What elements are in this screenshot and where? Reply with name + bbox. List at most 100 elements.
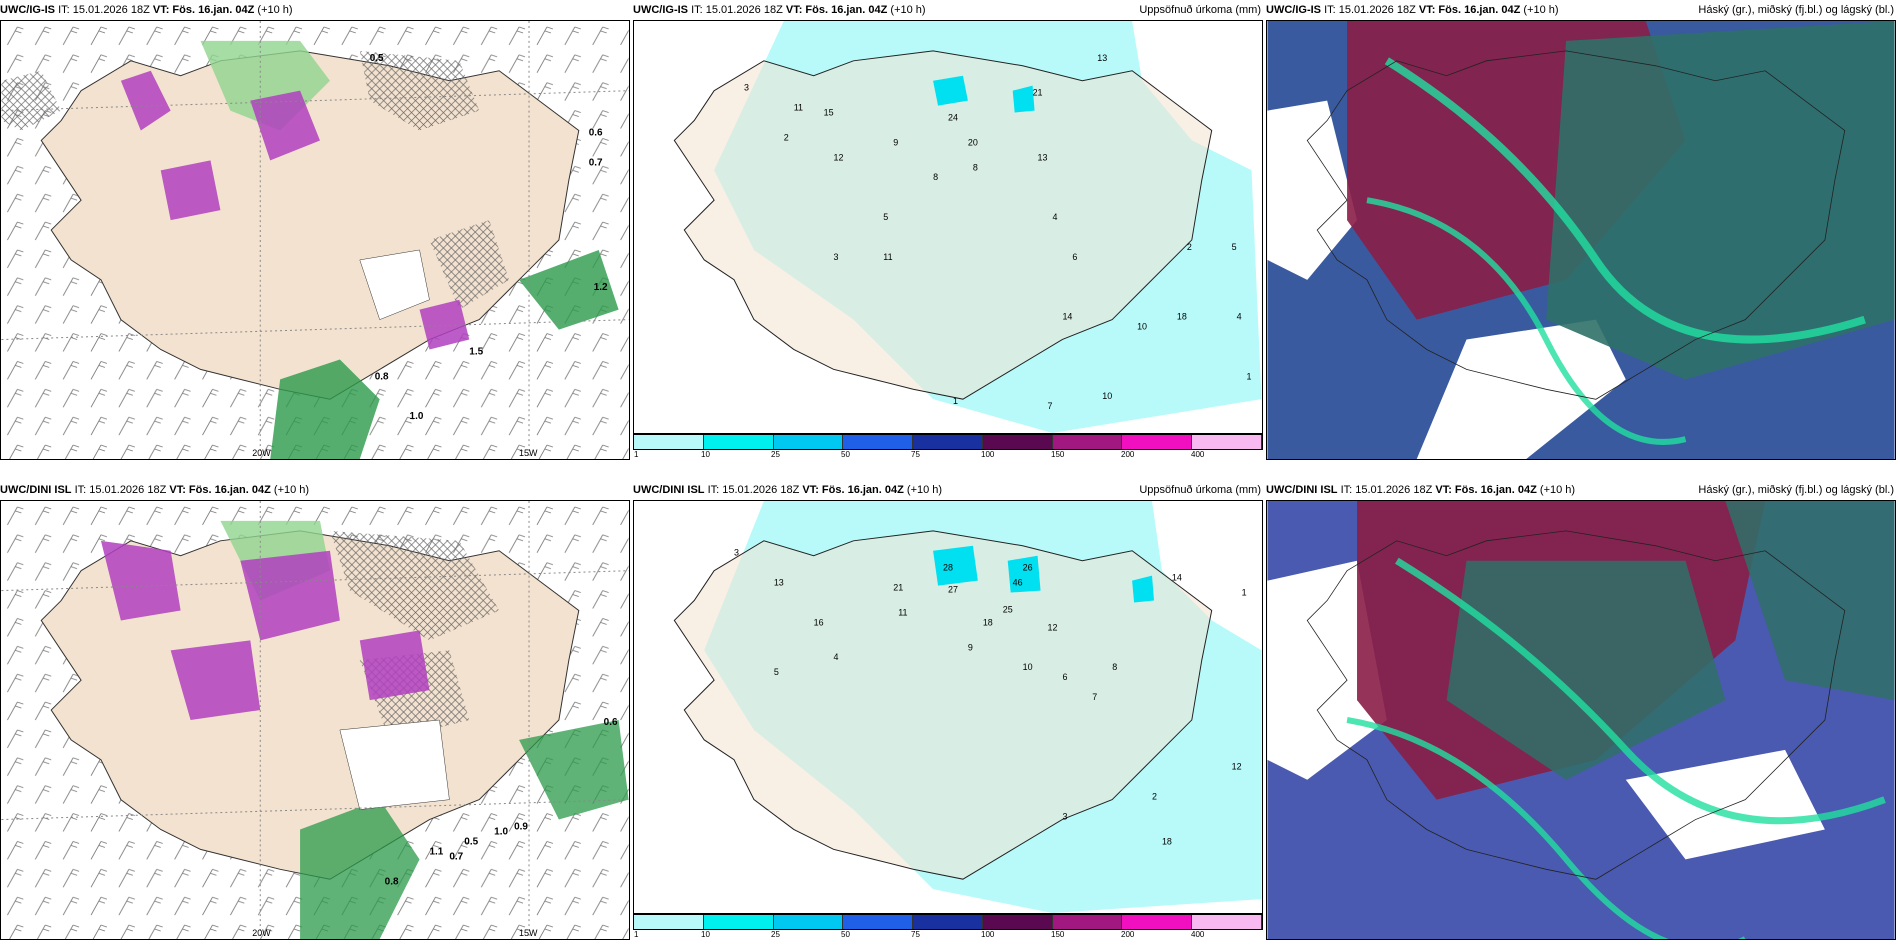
init-time: IT: 15.01.2026 18Z: [707, 484, 800, 496]
wind-map-svg: 20W 15W 0.6 0.7 0.8 1.0 1.5 1.2 0.5: [1, 21, 629, 459]
value-label: 0.7: [449, 851, 463, 862]
legend-tick: 200: [1121, 450, 1135, 459]
legend-swatch: [843, 435, 914, 449]
cyan-precip-core: [1012, 85, 1035, 113]
precip-value: 10: [1137, 322, 1147, 332]
precip-map[interactable]: 3 11 2 12 9 20 24 13 8 4 5 3 6 14 10 18 …: [633, 20, 1263, 434]
legend-swatch: [773, 915, 844, 929]
legend-tick: 100: [981, 930, 995, 939]
legend-tick: 1: [634, 450, 639, 459]
value-label: 0.5: [464, 836, 478, 847]
hatched-area: [429, 220, 510, 310]
lon-label-20w: 20W: [252, 448, 271, 458]
panel-header: UWC/IG-IS IT: 15.01.2026 18Z VT: Fös. 16…: [633, 0, 1263, 20]
precip-value: 8: [973, 162, 978, 172]
hatched-area: [359, 50, 480, 131]
legend-ticks: 1 10 25 50 75 100 150 200 400: [633, 930, 1263, 940]
valid-time: VT: Fös. 16.jan. 04Z: [1418, 4, 1521, 16]
panel-subtitle: Háský (gr.), miðský (fj.bl.) og lágský (…: [1698, 484, 1894, 496]
panel-header: UWC/IG-IS IT: 15.01.2026 18Z VT: Fös. 16…: [0, 0, 630, 20]
wind-map-svg: 20W 15W 0.6 0.8 1.0 1.1 0.7 0.5 0.9: [1, 501, 629, 939]
legend-swatch: [1052, 915, 1123, 929]
legend-tick: 10: [701, 930, 710, 939]
panel-subtitle: Háský (gr.), miðský (fj.bl.) og lágský (…: [1698, 4, 1894, 16]
precip-value: 12: [1232, 762, 1242, 772]
white-clear-area: [1416, 319, 1626, 459]
precip-value: 18: [1177, 312, 1187, 322]
panel-clouds-top: UWC/IG-IS IT: 15.01.2026 18Z VT: Fös. 16…: [1266, 0, 1896, 460]
precip-value: 4: [834, 652, 839, 662]
legend-swatch: [1122, 915, 1193, 929]
init-time: IT: 15.01.2026 18Z: [691, 4, 783, 16]
wind-map[interactable]: 20W 15W 0.6 0.7 0.8 1.0 1.5 1.2 0.5: [0, 20, 630, 460]
legend-tick: 25: [771, 930, 780, 939]
precip-value: 18: [983, 617, 993, 627]
iceland-coastline: [1306, 530, 1846, 880]
value-label: 1.1: [429, 846, 443, 857]
legend-tick: 150: [1051, 930, 1065, 939]
precip-value: 13: [1097, 53, 1107, 63]
green-precip-area: [519, 720, 629, 820]
green-precip-area: [519, 249, 619, 330]
lead-time: (+10 h): [257, 4, 293, 16]
value-label: 0.6: [589, 127, 603, 138]
precip-value: 27: [948, 585, 958, 595]
white-clear-area: [1267, 100, 1358, 280]
lead-time: (+10 h): [273, 484, 310, 496]
precip-value: 11: [898, 607, 907, 617]
precip-legend: 1 10 25 50 75 100 150 200 400: [633, 434, 1263, 460]
precip-value: 7: [1092, 692, 1097, 702]
cloud-map[interactable]: [1266, 500, 1896, 940]
cyan-precip-core: [933, 545, 978, 586]
precip-value: 1: [953, 396, 958, 406]
precip-value: 3: [734, 548, 739, 558]
value-label: 0.8: [375, 371, 389, 382]
precip-value: 4: [1052, 212, 1057, 222]
init-time: IT: 15.01.2026 18Z: [74, 484, 167, 496]
hatched-area: [1, 70, 62, 131]
precip-value: 6: [1062, 672, 1067, 682]
panel-subtitle: Uppsöfnuð úrkoma (mm): [1139, 484, 1261, 496]
panel-subtitle: Uppsöfnuð úrkoma (mm): [1139, 4, 1261, 16]
precip-value: 4: [1237, 312, 1242, 322]
legend-tick: 75: [911, 930, 920, 939]
precip-value: 9: [968, 642, 973, 652]
value-label: 0.5: [370, 53, 384, 64]
lead-time: (+10 h): [1523, 4, 1559, 16]
precip-legend: 1 10 25 50 75 100 150 200 400: [633, 914, 1263, 940]
precip-value: 7: [1048, 401, 1053, 411]
purple-precip-area: [359, 630, 430, 701]
precip-value: 13: [1038, 152, 1048, 162]
precip-value: 6: [1072, 252, 1077, 262]
precip-value: 8: [933, 172, 938, 182]
mid-cloud-layer: [1546, 21, 1895, 380]
init-time: IT: 15.01.2026 18Z: [1324, 4, 1416, 16]
purple-precip-area: [120, 70, 171, 131]
wind-map[interactable]: 20W 15W 0.6 0.8 1.0 1.1 0.7 0.5 0.9: [0, 500, 630, 940]
legend-tick: 10: [701, 450, 710, 459]
value-label: 1.0: [494, 826, 508, 837]
precip-value: 11: [794, 103, 803, 113]
purple-precip-area: [240, 550, 340, 641]
precip-value: 2: [784, 132, 789, 142]
cloud-map[interactable]: [1266, 20, 1896, 460]
init-time: IT: 15.01.2026 18Z: [1340, 484, 1433, 496]
precip-value: 11: [883, 252, 892, 262]
legend-ticks: 1 10 25 50 75 100 150 200 400: [633, 450, 1263, 460]
model-name: UWC/IG-IS: [0, 4, 55, 16]
purple-precip-area: [250, 90, 320, 161]
model-name: UWC/DINI ISL: [633, 484, 705, 496]
legend-tick: 75: [911, 450, 920, 459]
panel-header: UWC/IG-IS IT: 15.01.2026 18Z VT: Fös. 16…: [1266, 0, 1896, 20]
precip-value: 14: [1172, 573, 1182, 583]
legend-swatch: [1192, 915, 1263, 929]
precip-value: 5: [1232, 242, 1237, 252]
model-name: UWC/DINI ISL: [0, 484, 72, 496]
precip-value: 5: [774, 667, 779, 677]
lead-time: (+10 h): [1539, 484, 1576, 496]
white-clear-area: [1267, 560, 1387, 780]
panel-precip-bottom: UWC/DINI ISL IT: 15.01.2026 18Z VT: Fös.…: [633, 480, 1263, 940]
cyan-precip-core: [1007, 555, 1041, 593]
precip-map[interactable]: 3 13 21 16 11 28 27 26 46 18 25 12 8 10 …: [633, 500, 1263, 914]
panel-precip-top: UWC/IG-IS IT: 15.01.2026 18Z VT: Fös. 16…: [633, 0, 1263, 460]
